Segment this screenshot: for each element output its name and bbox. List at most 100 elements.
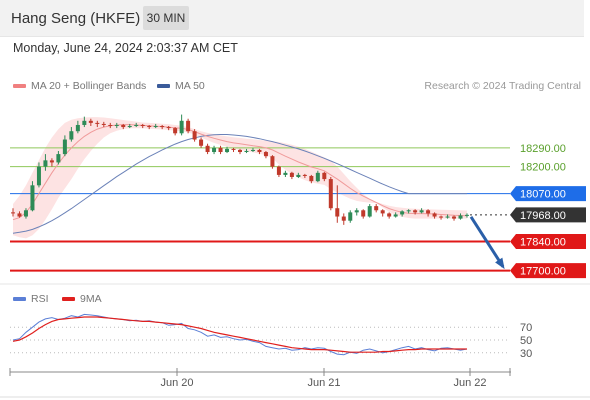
candle-47	[315, 170, 320, 183]
candle-30	[205, 143, 210, 155]
rsi-level-label-0: 70	[520, 322, 532, 334]
candle-57	[380, 209, 385, 217]
candle-53	[354, 208, 359, 216]
candle-41	[276, 165, 281, 177]
candle-body	[315, 172, 320, 182]
candle-body	[23, 210, 28, 217]
candle-body	[160, 126, 165, 128]
candle-40	[270, 155, 275, 169]
candle-body	[302, 174, 307, 176]
candle-34	[231, 147, 236, 153]
projection-arrow-shaft	[469, 216, 505, 268]
candle-body	[250, 149, 255, 151]
candle-body	[205, 145, 210, 153]
candle-body	[173, 128, 178, 134]
candle-body	[36, 166, 41, 186]
candle-29	[199, 137, 204, 148]
ma50-line	[12, 134, 467, 234]
level-tag-3	[510, 207, 586, 223]
candle-26	[179, 114, 184, 136]
candle-49	[328, 176, 333, 211]
level-label-1: 18200.00	[520, 162, 566, 174]
x-tick-label-1: Jun 21	[307, 377, 340, 389]
candle-body	[30, 185, 35, 211]
legend-ma20: MA 20 + Bollinger Bands	[13, 80, 146, 92]
projection-arrow-head	[495, 257, 505, 270]
candle-body	[419, 210, 424, 213]
candle-body	[108, 124, 113, 127]
candle-67	[445, 214, 450, 219]
timeframe-button[interactable]: 30 MIN	[143, 6, 189, 30]
rsi-ma-line	[12, 316, 467, 353]
candle-33	[225, 146, 230, 154]
candle-body	[121, 124, 126, 128]
candle-body	[212, 147, 217, 153]
candle-body	[322, 172, 327, 180]
level-label-3: 17968.00	[520, 210, 566, 222]
legend-ma50: MA 50	[157, 80, 205, 92]
ma9-swatch	[62, 297, 75, 302]
candle-64	[426, 209, 431, 217]
candle-56	[374, 204, 379, 213]
candle-61	[406, 209, 411, 214]
candle-43	[289, 171, 294, 180]
candle-69	[458, 213, 463, 220]
legend-ma50-label: MA 50	[175, 80, 205, 92]
candle-body	[69, 131, 74, 140]
candle-body	[82, 120, 87, 125]
candle-66	[439, 215, 444, 220]
candle-17	[121, 123, 126, 130]
candle-46	[309, 174, 314, 184]
candle-body	[153, 126, 158, 128]
candle-body	[11, 212, 15, 214]
candle-body	[452, 216, 457, 219]
candle-body	[263, 152, 268, 157]
candle-59	[393, 212, 398, 218]
candle-body	[374, 206, 379, 211]
candle-body	[147, 126, 152, 128]
candle-body	[296, 174, 301, 177]
candle-36	[244, 148, 249, 154]
x-tick-label-0: Jun 20	[160, 377, 193, 389]
candle-body	[289, 172, 294, 177]
candle-body	[341, 216, 346, 221]
candle-3	[30, 181, 35, 212]
candle-body	[75, 124, 80, 132]
candle-1	[17, 211, 22, 218]
candle-body	[238, 149, 242, 153]
candle-63	[419, 208, 424, 214]
instrument-title: Hang Seng (HKFE)	[11, 10, 141, 27]
candle-39	[263, 150, 268, 159]
rsi-swatch	[13, 297, 26, 302]
candle-12	[88, 118, 93, 127]
level-label-5: 17700.00	[520, 266, 566, 278]
candle-68	[452, 215, 457, 221]
candle-body	[387, 213, 392, 217]
chart-header: Hang Seng (HKFE) 30 MIN	[0, 0, 584, 36]
candle-body	[367, 206, 372, 217]
candle-body	[134, 124, 139, 127]
candle-27	[186, 118, 191, 134]
candle-58	[387, 212, 392, 219]
legend-rsi-label: RSI	[31, 293, 49, 305]
candle-body	[283, 172, 288, 175]
candle-body	[335, 208, 340, 217]
candle-65	[432, 212, 437, 219]
candle-50	[335, 185, 340, 223]
candle-body	[127, 126, 132, 128]
candle-55	[367, 204, 372, 218]
candle-body	[88, 120, 93, 123]
candle-body	[199, 139, 204, 146]
candle-5	[43, 154, 48, 171]
candle-body	[244, 150, 249, 153]
candle-21	[147, 124, 152, 130]
candle-body	[348, 212, 353, 221]
candle-42	[283, 170, 288, 177]
candle-19	[134, 122, 139, 128]
candle-body	[426, 210, 431, 214]
candle-body	[309, 175, 314, 182]
candle-body	[445, 216, 450, 218]
candle-24	[166, 126, 171, 131]
level-tag-2	[510, 186, 586, 202]
